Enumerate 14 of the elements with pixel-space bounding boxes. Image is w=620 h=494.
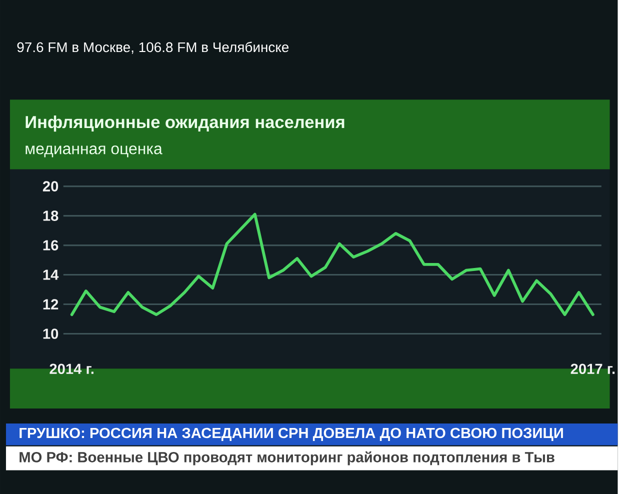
line-series bbox=[70, 212, 594, 316]
x-tick-label: 2017 г. bbox=[570, 364, 615, 374]
y-tick-label: 14 bbox=[43, 270, 59, 280]
text: 97.6 FM в Москве, 106.8 FM в Челябинске bbox=[17, 42, 289, 54]
text: ГРУШКО: РОССИЯ НА ЗАСЕДАНИИ СРН ДОВЕЛА ДО НАТО СВОЮ ПОЗИЦИ bbox=[20, 428, 563, 441]
y-tick-label: 16 bbox=[43, 240, 58, 250]
y-tick-label: 12 bbox=[43, 299, 58, 310]
y-tick-label: 18 bbox=[43, 210, 58, 221]
x-tick-label: 2014 г. bbox=[50, 364, 94, 374]
y-tick-label: 20 bbox=[42, 181, 58, 192]
y-tick-label: 10 bbox=[43, 328, 58, 339]
text: МО РФ: Военные ЦВО проводят мониторинг районов подтопления в Тыв bbox=[20, 451, 554, 466]
chart-subtitle: медианная оценка bbox=[26, 145, 162, 158]
chart-title: Инфляционные ожидания населения bbox=[26, 115, 344, 132]
